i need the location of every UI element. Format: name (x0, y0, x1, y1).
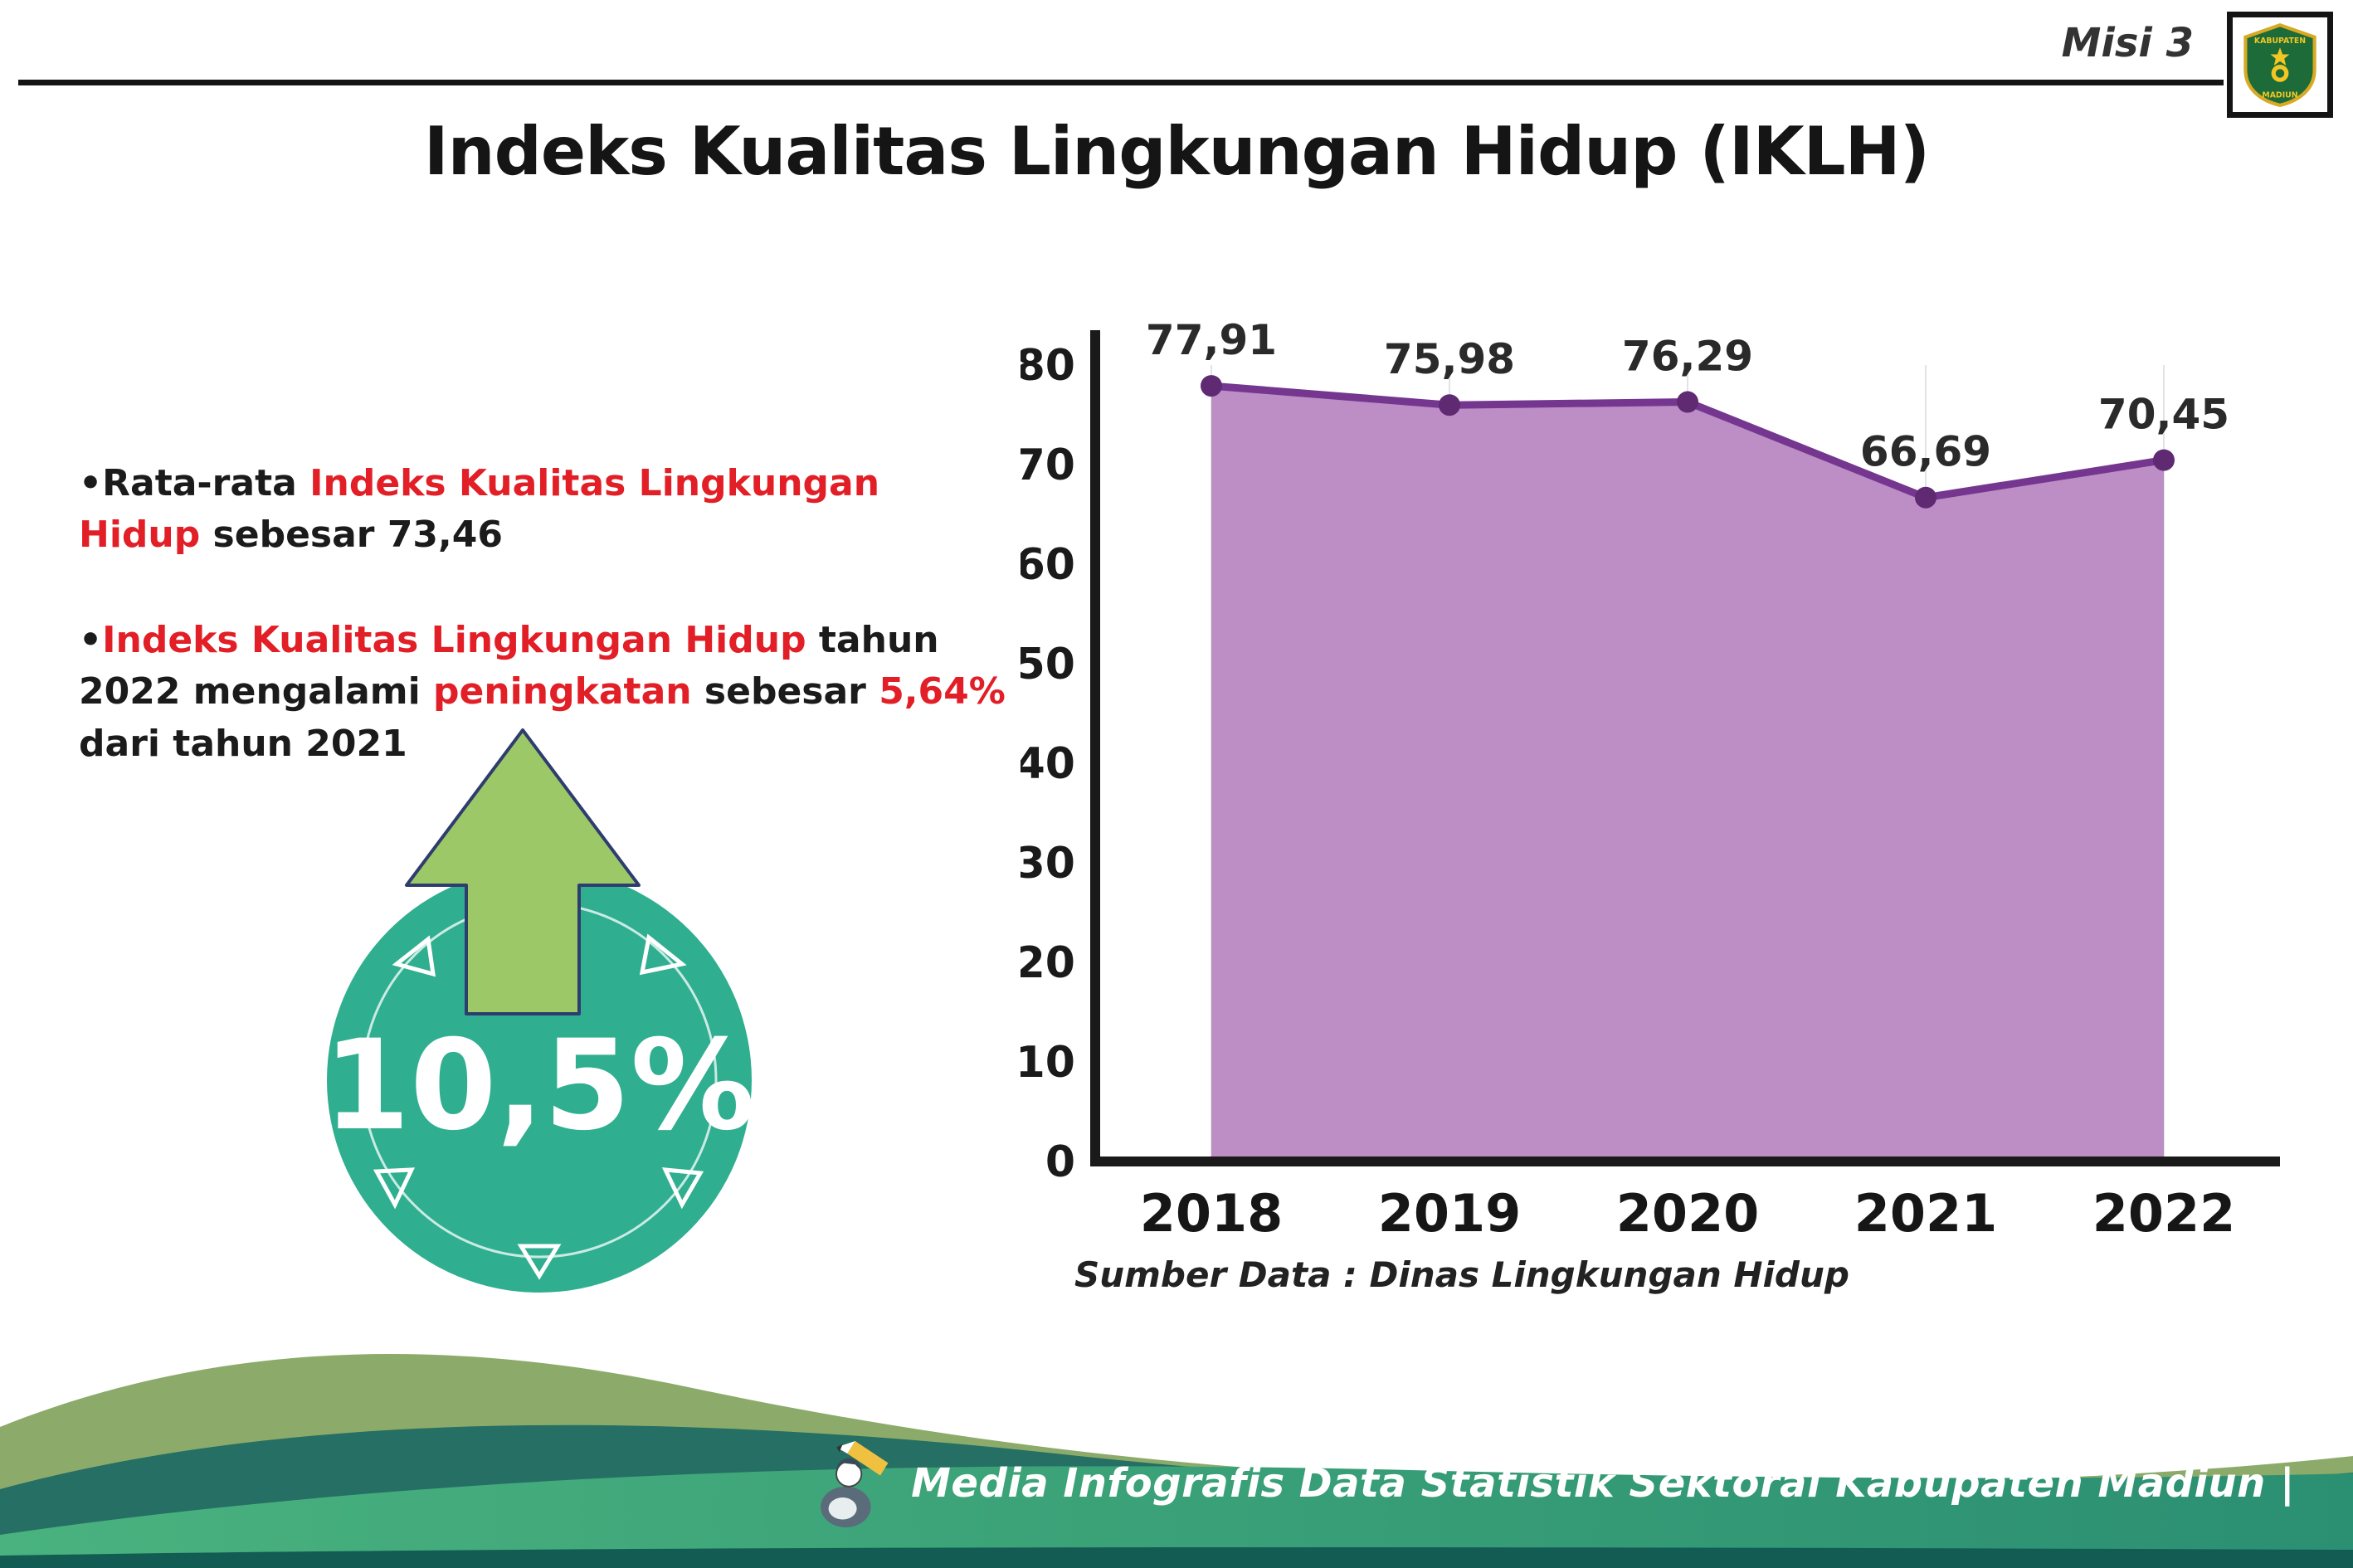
y-tick-label: 0 (1045, 1137, 1075, 1187)
y-tick-label: 30 (1021, 839, 1075, 889)
data-label: 77,91 (1146, 316, 1277, 364)
y-tick-label: 20 (1021, 938, 1075, 988)
data-point (1677, 391, 1698, 413)
x-tick-label: 2018 (1140, 1183, 1284, 1244)
ring-triangle (639, 933, 687, 976)
y-tick-label: 40 (1021, 739, 1075, 789)
logo-bottom-text: MADIUN (2262, 91, 2297, 100)
y-tick-label: 50 (1021, 640, 1075, 689)
footer-text: Media Infografis Data Statistik Sektoral… (911, 1460, 2295, 1507)
x-tick-label: 2021 (1854, 1183, 1998, 1244)
data-point (1915, 486, 1936, 509)
ring-triangle (373, 1167, 416, 1210)
up-arrow-icon (405, 728, 641, 1015)
y-tick-label: 70 (1021, 441, 1075, 490)
data-point (1439, 394, 1460, 416)
star-icon (2270, 47, 2290, 66)
data-label: 76,29 (1622, 333, 1753, 381)
y-tick-label: 80 (1021, 341, 1075, 391)
logo-top-text: KABUPATEN (2254, 37, 2306, 46)
x-tick-label: 2019 (1378, 1183, 1522, 1244)
data-point (2153, 449, 2175, 471)
data-point (1201, 375, 1222, 397)
footer: Media Infografis Data Statistik Sektoral… (0, 1286, 2353, 1568)
wave-bottom-strip (0, 1546, 2353, 1568)
mascot-icon (821, 1440, 889, 1527)
header-divider (18, 80, 2224, 85)
misi-label: Misi 3 (2061, 20, 2194, 66)
increase-percent-label: 10,5% (324, 1014, 755, 1158)
wave-green (0, 1466, 2353, 1568)
bullet-item-average: •Rata-rata Indeks Kualitas Lingkungan Hi… (79, 462, 880, 557)
x-tick-label: 2020 (1616, 1183, 1760, 1244)
page-title: Indeks Kualitas Lingkungan Hidup (IKLH) (423, 113, 1930, 190)
chart-canvas: 0 10 20 30 40 50 60 70 80 77,91 75,98 76,29 66,69 70,… (1016, 316, 2280, 1244)
data-label: 66,69 (1860, 428, 1991, 476)
footer-credit: Media Infografis Data Statistik Sektoral… (808, 1435, 2295, 1531)
bullet-list: •Rata-rata Indeks Kualitas Lingkungan Hi… (79, 458, 1008, 823)
ring-triangle (392, 935, 436, 977)
kabupaten-madiun-logo: KABUPATEN MADIUN (2227, 12, 2333, 118)
ring-triangle (661, 1167, 704, 1210)
y-tick-label: 60 (1021, 540, 1075, 590)
x-tick-label: 2022 (2092, 1183, 2236, 1244)
chart-source: Sumber Data : Dinas Lingkungan Hidup (1074, 1254, 1849, 1295)
footer-waves (0, 1354, 2353, 1568)
ring-triangle (517, 1244, 562, 1280)
bullet-item-increase: •Indeks Kualitas Lingkungan Hidup tahun … (79, 618, 1006, 765)
increase-badge: 10,5% (324, 728, 755, 1293)
iklh-area-chart: 0 10 20 30 40 50 60 70 80 77,91 75,98 76,29 66,69 70,… (1016, 282, 2302, 1244)
data-label: 75,98 (1384, 335, 1515, 383)
y-tick-label: 10 (1021, 1038, 1075, 1088)
area-fill (1211, 386, 2164, 1161)
crest-icon: KABUPATEN MADIUN (2243, 22, 2316, 108)
data-label: 70,45 (2098, 391, 2229, 439)
